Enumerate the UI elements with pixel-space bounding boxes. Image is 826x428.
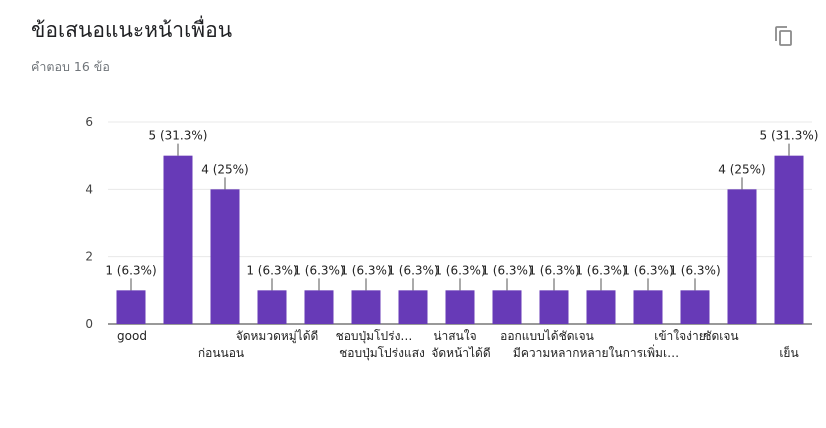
copy-icon — [775, 26, 792, 46]
data-label: 4 (25%) — [201, 162, 248, 176]
x-tick-label: เข้าใจง่าย — [654, 329, 706, 343]
data-label: 5 (31.3%) — [760, 129, 819, 143]
bar[interactable] — [633, 290, 663, 324]
bar[interactable] — [680, 290, 710, 324]
x-tick-label: ชัดเจน — [703, 329, 738, 343]
data-label: 1 (6.3%) — [481, 263, 532, 277]
x-tick-label: จัดหมวดหมู่ได้ดี — [236, 329, 319, 344]
question-title: ข้อเสนอแนะหน้าเพื่อน — [31, 18, 233, 42]
data-label: 1 (6.3%) — [387, 263, 438, 277]
bar[interactable] — [210, 189, 240, 324]
y-axis-ticks: 0 2 4 6 — [85, 115, 93, 331]
bar[interactable] — [445, 290, 475, 324]
data-label: 1 (6.3%) — [105, 263, 156, 277]
y-tick-label: 2 — [85, 250, 93, 264]
x-tick-label: มีความหลากหลายในการเพิ่มเ… — [513, 344, 679, 360]
data-label: 1 (6.3%) — [293, 263, 344, 277]
data-label: 4 (25%) — [718, 162, 765, 176]
response-count: คำตอบ 16 ข้อ — [31, 59, 110, 74]
bar[interactable] — [304, 290, 334, 324]
data-label: 1 (6.3%) — [669, 263, 720, 277]
data-label: 1 (6.3%) — [340, 263, 391, 277]
bar[interactable] — [586, 290, 616, 324]
x-tick-label: ชอบปุ่มโปร่งแสง — [339, 346, 425, 361]
bar[interactable] — [257, 290, 287, 324]
bars — [116, 155, 804, 324]
x-tick-label: น่าสนใจ — [433, 329, 476, 343]
y-tick-label: 6 — [85, 115, 93, 129]
bar[interactable] — [727, 189, 757, 324]
y-tick-label: 0 — [85, 317, 93, 331]
data-label: 1 (6.3%) — [528, 263, 579, 277]
bar[interactable] — [539, 290, 569, 324]
bar[interactable] — [351, 290, 381, 324]
bar[interactable] — [116, 290, 146, 324]
x-tick-label: good — [117, 329, 147, 343]
data-labels: 1 (6.3%)5 (31.3%)4 (25%)1 (6.3%)1 (6.3%)… — [105, 129, 818, 291]
bar[interactable] — [774, 155, 804, 324]
bar[interactable] — [398, 290, 428, 324]
data-label: 1 (6.3%) — [622, 263, 673, 277]
x-tick-label: ออกแบบได้ชัดเจน — [500, 329, 594, 343]
data-label: 1 (6.3%) — [434, 263, 485, 277]
y-tick-label: 4 — [85, 182, 93, 196]
data-label: 5 (31.3%) — [149, 129, 208, 143]
x-tick-label: เย็น — [779, 345, 798, 360]
data-label: 1 (6.3%) — [246, 263, 297, 277]
bar[interactable] — [492, 290, 522, 324]
data-label: 1 (6.3%) — [575, 263, 626, 277]
x-tick-label: จัดหน้าได้ดี — [431, 346, 490, 360]
x-tick-label: ก่อนนอน — [198, 346, 244, 360]
copy-chart-button[interactable] — [770, 22, 798, 50]
bar[interactable] — [163, 155, 193, 324]
x-axis-labels: good ก่อนนอน จัดหมวดหมู่ได้ดี ชอบปุ่มโปร่ง…… — [117, 329, 799, 361]
x-tick-label: ชอบปุ่มโปร่ง… — [336, 329, 413, 344]
